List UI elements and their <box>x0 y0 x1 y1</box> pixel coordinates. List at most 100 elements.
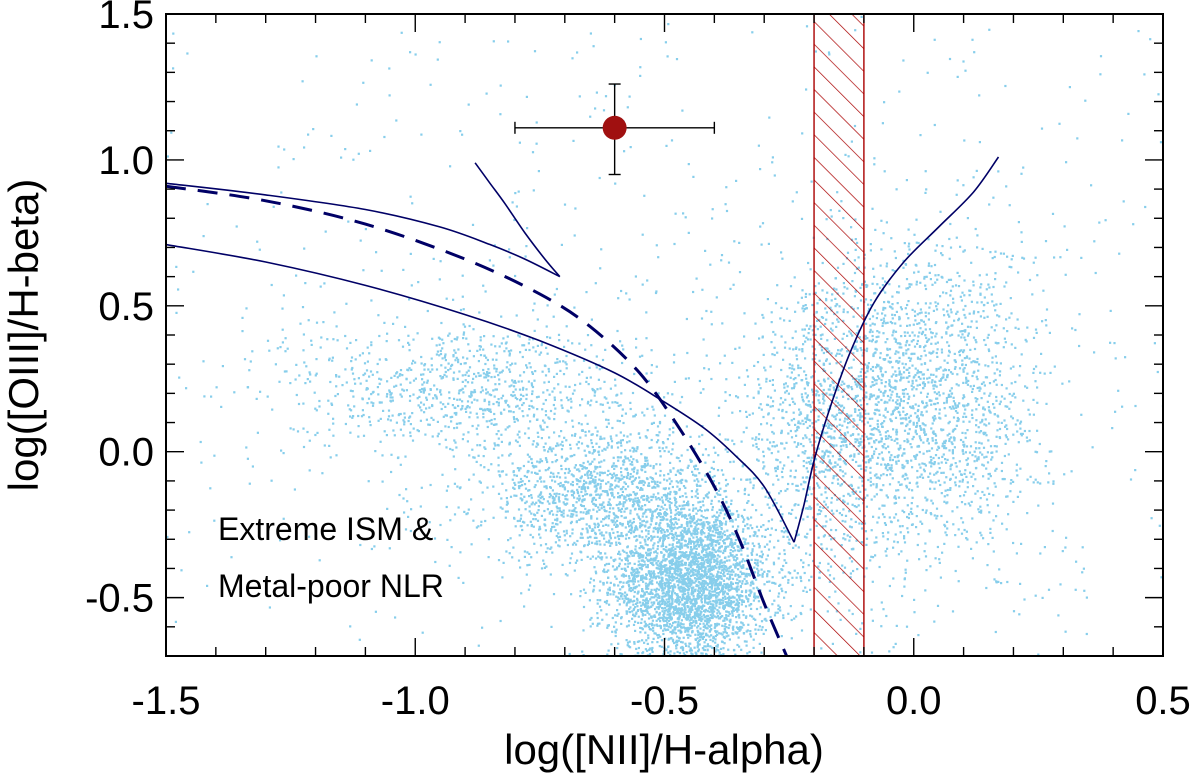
scatter-point <box>481 491 484 494</box>
scatter-point <box>624 412 627 415</box>
scatter-point <box>722 593 725 596</box>
scatter-point <box>697 643 700 646</box>
scatter-point <box>668 574 671 577</box>
scatter-point <box>580 429 584 432</box>
scatter-point <box>401 374 404 377</box>
scatter-point <box>439 401 442 404</box>
scatter-point <box>644 456 647 459</box>
scatter-point <box>658 422 662 425</box>
scatter-point <box>573 496 576 499</box>
scatter-point <box>805 590 808 593</box>
scatter-point <box>704 638 708 642</box>
scatter-point <box>671 589 675 592</box>
scatter-point <box>582 461 585 465</box>
scatter-point <box>758 555 761 558</box>
scatter-point <box>596 599 599 602</box>
scatter-point <box>617 480 620 483</box>
scatter-point <box>701 453 705 456</box>
scatter-point <box>530 384 534 387</box>
scatter-point <box>671 562 674 565</box>
scatter-point <box>650 495 653 498</box>
scatter-point <box>598 494 602 497</box>
scatter-point <box>702 622 705 625</box>
scatter-point <box>646 564 649 567</box>
scatter-point <box>638 508 641 511</box>
scatter-point <box>692 604 695 607</box>
scatter-point <box>552 501 555 505</box>
scatter-point <box>538 533 541 536</box>
scatter-point <box>717 649 720 652</box>
scatter-point <box>718 563 721 566</box>
scatter-point <box>664 493 667 496</box>
scatter-point <box>679 569 682 573</box>
scatter-point <box>603 568 606 571</box>
scatter-point <box>583 466 586 469</box>
scatter-point <box>743 640 746 643</box>
scatter-point <box>679 629 682 632</box>
scatter-point <box>623 599 626 603</box>
scatter-point <box>519 397 523 401</box>
scatter-point <box>631 482 634 485</box>
scatter-point <box>680 575 683 578</box>
scatter-point <box>657 504 660 508</box>
scatter-point <box>662 618 665 622</box>
scatter-point <box>511 462 514 465</box>
scatter-point <box>624 574 628 577</box>
scatter-point <box>648 578 651 581</box>
scatter-point <box>632 608 635 611</box>
scatter-point <box>467 508 470 511</box>
scatter-point <box>315 358 318 361</box>
scatter-point <box>586 474 589 477</box>
scatter-point <box>621 524 624 527</box>
scatter-point <box>629 498 632 501</box>
scatter-point <box>729 603 732 606</box>
scatter-point <box>722 599 725 602</box>
scatter-point <box>526 471 529 474</box>
scatter-point <box>505 489 508 492</box>
scatter-point <box>746 547 749 550</box>
scatter-point <box>708 567 711 571</box>
scatter-point <box>635 492 638 495</box>
scatter-point <box>688 531 691 534</box>
scatter-point <box>718 565 721 569</box>
scatter-point <box>658 600 661 603</box>
scatter-point <box>685 532 688 535</box>
scatter-point <box>383 321 386 324</box>
scatter-point <box>561 493 564 496</box>
scatter-point <box>704 461 707 464</box>
scatter-point <box>661 518 664 522</box>
scatter-point <box>571 528 574 531</box>
scatter-point <box>711 551 714 554</box>
scatter-point <box>671 585 674 588</box>
scatter-point <box>501 369 504 372</box>
scatter-point <box>708 564 712 567</box>
scatter-point <box>648 582 651 585</box>
scatter-point <box>634 606 637 609</box>
scatter-point <box>692 515 695 518</box>
scatter-point <box>748 589 751 592</box>
scatter-point <box>594 479 597 482</box>
scatter-point <box>612 593 615 596</box>
scatter-point <box>666 578 669 582</box>
scatter-point <box>478 480 481 483</box>
scatter-point <box>734 574 737 577</box>
scatter-point <box>709 529 712 532</box>
scatter-point <box>673 518 676 521</box>
scatter-point <box>579 590 582 593</box>
scatter-point <box>700 597 703 600</box>
scatter-point <box>554 522 558 526</box>
scatter-point <box>246 457 249 460</box>
scatter-point <box>701 524 704 527</box>
scatter-point <box>651 517 654 520</box>
scatter-point <box>682 590 685 593</box>
scatter-point <box>740 560 743 563</box>
scatter-point <box>476 444 479 447</box>
scatter-point <box>616 446 620 449</box>
scatter-point <box>536 431 539 434</box>
scatter-point <box>532 440 535 443</box>
scatter-point <box>614 486 617 489</box>
scatter-point <box>716 573 719 576</box>
scatter-point <box>773 599 776 602</box>
scatter-point <box>613 523 616 526</box>
scatter-point <box>686 586 690 589</box>
